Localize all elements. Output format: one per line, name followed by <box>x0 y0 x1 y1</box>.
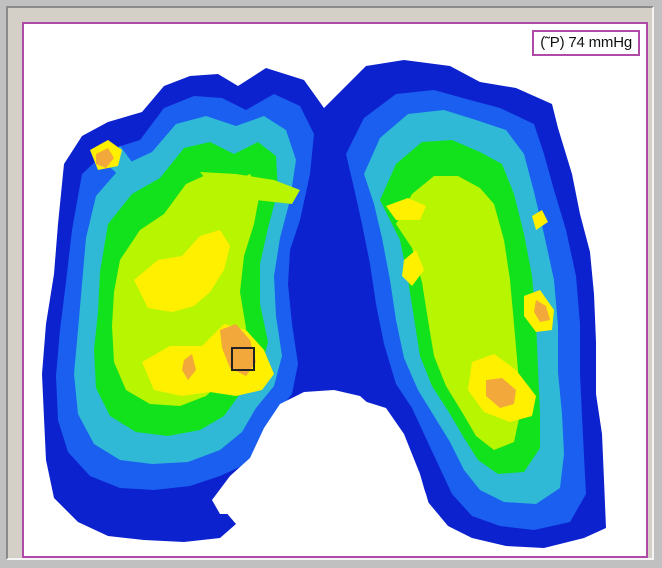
unloaded-channel <box>304 228 330 384</box>
unloaded-region-center <box>212 390 448 556</box>
cursor-box[interactable] <box>231 347 255 371</box>
pressure-readout: (˜P) 74 mmHg <box>532 30 640 56</box>
viewer-frame: (˜P) 74 mmHg <box>6 6 654 560</box>
pressure-level-7 <box>96 148 550 408</box>
pressure-map[interactable] <box>24 24 646 556</box>
pressure-map-panel[interactable]: (˜P) 74 mmHg <box>22 22 648 558</box>
pressure-level-6 <box>90 140 554 422</box>
